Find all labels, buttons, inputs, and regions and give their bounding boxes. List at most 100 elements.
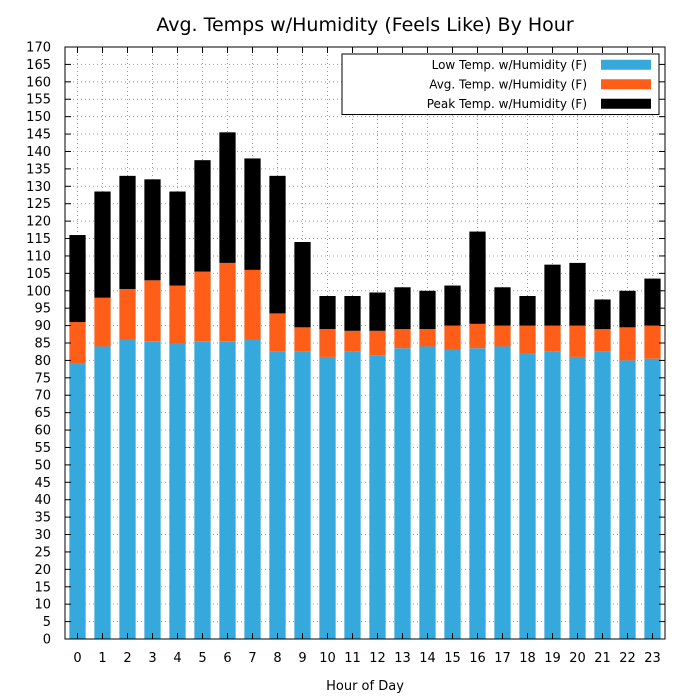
y-tick-label: 165 bbox=[26, 58, 51, 73]
y-tick-label: 120 bbox=[26, 215, 51, 230]
bar-segment-series-0-hour-3 bbox=[144, 341, 161, 639]
y-tick-label: 115 bbox=[26, 232, 51, 247]
y-tick-label: 80 bbox=[34, 354, 51, 369]
legend-swatch bbox=[601, 79, 651, 90]
bar-segment-series-2-hour-13 bbox=[394, 287, 411, 330]
x-tick-label: 21 bbox=[594, 651, 611, 666]
bars bbox=[69, 132, 661, 639]
bar-segment-series-1-hour-20 bbox=[569, 325, 586, 357]
x-tick-label: 2 bbox=[123, 651, 131, 666]
x-axis-title: Hour of Day bbox=[326, 679, 404, 694]
bar-segment-series-2-hour-1 bbox=[94, 191, 111, 298]
bar-segment-series-1-hour-1 bbox=[94, 297, 111, 347]
bar-segment-series-0-hour-4 bbox=[169, 343, 186, 639]
bar-segment-series-0-hour-2 bbox=[119, 339, 136, 639]
bar-segment-series-1-hour-12 bbox=[369, 330, 386, 356]
chart-title: Avg. Temps w/Humidity (Feels Like) By Ho… bbox=[156, 14, 573, 36]
x-axis-ticks: 0 1 2 3 4 5 6 7 8 9 10 11 12 13 14 15 16 17 18 19 20 21 22 23 bbox=[73, 47, 661, 666]
y-tick-label: 70 bbox=[34, 389, 51, 404]
bar-segment-series-0-hour-18 bbox=[519, 353, 536, 639]
y-tick-label: 45 bbox=[34, 476, 51, 491]
bar-segment-series-2-hour-12 bbox=[369, 292, 386, 331]
y-tick-label: 50 bbox=[34, 458, 51, 473]
bar-segment-series-1-hour-0 bbox=[69, 322, 86, 364]
y-tick-label: 95 bbox=[34, 302, 51, 317]
bar-segment-series-2-hour-18 bbox=[519, 295, 536, 326]
bar-segment-series-1-hour-19 bbox=[544, 325, 561, 352]
bar-segment-series-1-hour-23 bbox=[644, 325, 661, 359]
bar-segment-series-0-hour-12 bbox=[369, 355, 386, 639]
y-tick-label: 105 bbox=[26, 267, 51, 282]
x-tick-label: 19 bbox=[544, 651, 561, 666]
bar-segment-series-2-hour-8 bbox=[269, 175, 286, 314]
bar-segment-series-2-hour-15 bbox=[444, 285, 461, 326]
x-tick-label: 0 bbox=[73, 651, 81, 666]
bar-segment-series-2-hour-7 bbox=[244, 158, 261, 270]
y-tick-label: 90 bbox=[34, 319, 51, 334]
x-tick-label: 6 bbox=[223, 651, 231, 666]
bar-segment-series-1-hour-7 bbox=[244, 269, 261, 340]
bar-segment-series-1-hour-6 bbox=[219, 262, 236, 342]
legend-swatch bbox=[601, 98, 651, 109]
y-tick-label: 20 bbox=[34, 563, 51, 578]
x-tick-label: 8 bbox=[273, 651, 281, 666]
y-tick-label: 170 bbox=[26, 41, 51, 56]
x-tick-label: 16 bbox=[469, 651, 486, 666]
y-tick-label: 100 bbox=[26, 284, 51, 299]
bar-segment-series-1-hour-5 bbox=[194, 271, 211, 342]
x-tick-label: 11 bbox=[344, 651, 361, 666]
y-tick-label: 10 bbox=[34, 598, 51, 613]
y-tick-label: 125 bbox=[26, 197, 51, 212]
x-tick-label: 22 bbox=[619, 651, 636, 666]
y-tick-label: 0 bbox=[43, 633, 51, 648]
bar-segment-series-2-hour-0 bbox=[69, 235, 86, 323]
x-tick-label: 17 bbox=[494, 651, 511, 666]
x-tick-label: 14 bbox=[419, 651, 436, 666]
x-tick-label: 7 bbox=[248, 651, 256, 666]
bar-segment-series-0-hour-6 bbox=[219, 341, 236, 639]
y-tick-label: 75 bbox=[34, 371, 51, 386]
bar-segment-series-0-hour-5 bbox=[194, 341, 211, 639]
bar-segment-series-2-hour-20 bbox=[569, 262, 586, 326]
bar-segment-series-1-hour-9 bbox=[294, 327, 311, 352]
y-tick-label: 155 bbox=[26, 93, 51, 108]
x-tick-label: 20 bbox=[569, 651, 586, 666]
bar-segment-series-0-hour-21 bbox=[594, 351, 611, 639]
y-tick-label: 140 bbox=[26, 145, 51, 160]
bar-segment-series-0-hour-7 bbox=[244, 339, 261, 639]
bar-segment-series-0-hour-8 bbox=[269, 351, 286, 639]
bar-segment-series-0-hour-16 bbox=[469, 348, 486, 639]
bar-segment-series-2-hour-22 bbox=[619, 290, 636, 328]
bar-segment-series-2-hour-11 bbox=[344, 295, 361, 331]
y-tick-label: 110 bbox=[26, 249, 51, 264]
bar-segment-series-1-hour-3 bbox=[144, 280, 161, 342]
bar-segment-series-2-hour-16 bbox=[469, 231, 486, 324]
bar-segment-series-0-hour-15 bbox=[444, 349, 461, 639]
x-tick-label: 9 bbox=[298, 651, 306, 666]
bar-segment-series-2-hour-2 bbox=[119, 175, 136, 290]
bar-segment-series-1-hour-18 bbox=[519, 325, 536, 354]
bar-segment-series-0-hour-19 bbox=[544, 351, 561, 639]
y-tick-label: 85 bbox=[34, 337, 51, 352]
y-tick-label: 30 bbox=[34, 528, 51, 543]
legend-label: Avg. Temp. w/Humidity (F) bbox=[429, 77, 587, 91]
bar-segment-series-1-hour-4 bbox=[169, 285, 186, 343]
legend-swatch bbox=[601, 59, 651, 70]
y-tick-label: 25 bbox=[34, 545, 51, 560]
bar-segment-series-1-hour-22 bbox=[619, 327, 636, 361]
bar-segment-series-2-hour-9 bbox=[294, 242, 311, 328]
x-tick-label: 10 bbox=[319, 651, 336, 666]
y-tick-label: 15 bbox=[34, 580, 51, 595]
x-tick-label: 3 bbox=[148, 651, 156, 666]
y-tick-label: 65 bbox=[34, 406, 51, 421]
y-tick-label: 35 bbox=[34, 511, 51, 526]
bar-segment-series-2-hour-6 bbox=[219, 132, 236, 263]
bar-segment-series-1-hour-14 bbox=[419, 329, 436, 347]
legend: Low Temp. w/Humidity (F) Avg. Temp. w/Hum… bbox=[341, 53, 660, 115]
bar-segment-series-0-hour-9 bbox=[294, 351, 311, 639]
bar-segment-series-2-hour-23 bbox=[644, 278, 661, 326]
bar-segment-series-0-hour-13 bbox=[394, 348, 411, 639]
x-tick-label: 4 bbox=[173, 651, 181, 666]
x-tick-label: 18 bbox=[519, 651, 536, 666]
